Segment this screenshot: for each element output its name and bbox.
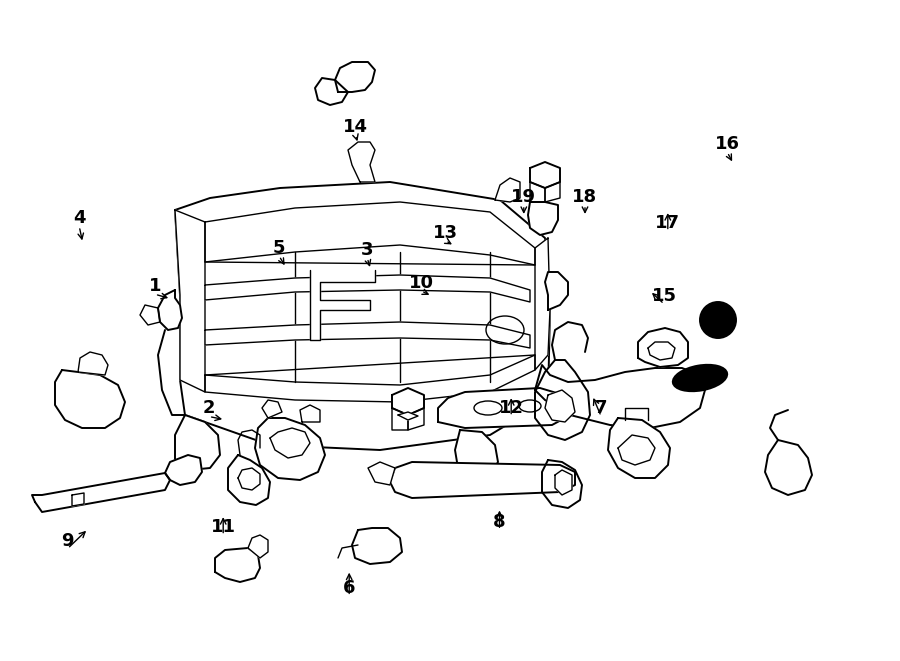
Polygon shape <box>528 202 558 235</box>
Polygon shape <box>158 290 182 330</box>
Text: 14: 14 <box>343 118 368 136</box>
Polygon shape <box>390 462 575 498</box>
Polygon shape <box>78 352 108 375</box>
Text: 18: 18 <box>572 188 598 206</box>
Text: 10: 10 <box>409 274 434 292</box>
Polygon shape <box>262 400 282 418</box>
Polygon shape <box>545 182 560 202</box>
Polygon shape <box>542 460 582 508</box>
Text: 13: 13 <box>433 223 458 242</box>
Text: 9: 9 <box>61 531 74 550</box>
Ellipse shape <box>673 365 727 391</box>
Polygon shape <box>555 470 572 495</box>
Text: 3: 3 <box>361 241 374 259</box>
Polygon shape <box>238 468 260 490</box>
Circle shape <box>700 302 736 338</box>
Polygon shape <box>618 435 655 465</box>
Polygon shape <box>248 535 268 558</box>
Polygon shape <box>495 178 520 202</box>
Polygon shape <box>545 390 575 422</box>
Text: 5: 5 <box>273 239 285 257</box>
Polygon shape <box>408 408 424 430</box>
Polygon shape <box>55 370 125 428</box>
Polygon shape <box>140 305 160 325</box>
Polygon shape <box>310 270 375 340</box>
Polygon shape <box>368 462 395 485</box>
Text: 4: 4 <box>73 209 86 227</box>
Polygon shape <box>530 162 560 188</box>
Polygon shape <box>335 62 375 92</box>
Text: 17: 17 <box>655 214 680 233</box>
Polygon shape <box>438 388 568 428</box>
Polygon shape <box>205 202 535 265</box>
Polygon shape <box>165 455 202 485</box>
Polygon shape <box>270 428 310 458</box>
Polygon shape <box>175 210 205 392</box>
Polygon shape <box>72 493 84 506</box>
Text: 1: 1 <box>148 277 161 295</box>
Polygon shape <box>530 182 545 202</box>
Polygon shape <box>315 78 348 105</box>
Polygon shape <box>545 272 568 310</box>
Polygon shape <box>392 408 408 430</box>
Polygon shape <box>535 360 590 440</box>
Polygon shape <box>228 455 270 505</box>
Text: 16: 16 <box>715 135 740 153</box>
Polygon shape <box>392 388 424 415</box>
Polygon shape <box>348 142 375 182</box>
Polygon shape <box>215 548 260 582</box>
Polygon shape <box>255 418 325 480</box>
Text: 6: 6 <box>343 579 356 598</box>
Polygon shape <box>32 473 170 512</box>
Text: 2: 2 <box>202 399 215 418</box>
Polygon shape <box>205 275 530 302</box>
Polygon shape <box>638 328 688 367</box>
Polygon shape <box>648 342 675 360</box>
Polygon shape <box>175 415 220 470</box>
Polygon shape <box>205 355 535 402</box>
Polygon shape <box>535 365 705 428</box>
Polygon shape <box>175 182 550 450</box>
Text: 12: 12 <box>499 399 524 418</box>
Polygon shape <box>765 440 812 495</box>
Polygon shape <box>300 405 320 422</box>
Text: 7: 7 <box>595 399 608 418</box>
Polygon shape <box>535 238 550 370</box>
Polygon shape <box>205 322 530 348</box>
Text: 11: 11 <box>211 518 236 537</box>
Polygon shape <box>398 412 418 420</box>
Text: 15: 15 <box>652 287 677 305</box>
Polygon shape <box>608 418 670 478</box>
Polygon shape <box>352 528 402 564</box>
Polygon shape <box>455 430 498 478</box>
Text: 8: 8 <box>493 513 506 531</box>
Text: 19: 19 <box>511 188 536 206</box>
